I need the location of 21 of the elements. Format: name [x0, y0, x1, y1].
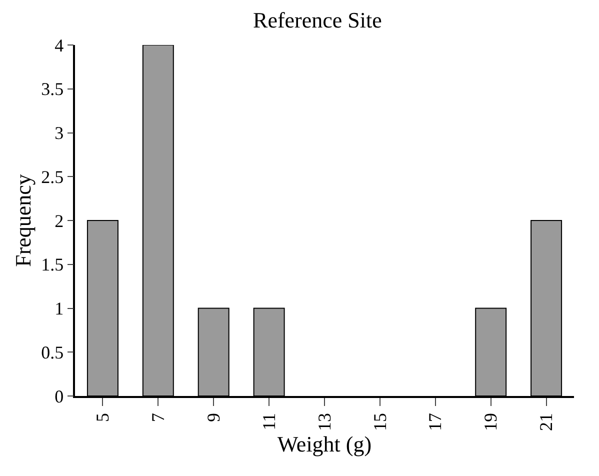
y-axis-title: Frequency: [10, 174, 36, 267]
y-tick-label: 0: [54, 386, 64, 406]
y-tick-label: 3.5: [41, 79, 64, 100]
y-tick-label: 3: [54, 123, 64, 144]
chart-title: Reference Site: [253, 7, 382, 32]
y-tick-label: 4: [54, 35, 64, 56]
y-tick-label: 2: [54, 210, 64, 231]
y-tick-label: 1: [54, 298, 64, 319]
x-tick-label: 21: [536, 412, 556, 431]
x-tick-label: 19: [480, 412, 501, 431]
x-tick-label: 9: [203, 412, 224, 422]
y-tick-label: 0.5: [41, 342, 64, 362]
x-tick-label: 11: [258, 412, 279, 430]
x-tick-label: 17: [425, 412, 446, 431]
y-tick-label: 1.5: [41, 254, 64, 275]
y-tick-label: 2.5: [41, 166, 64, 187]
x-axis-title: Weight (g): [277, 431, 372, 456]
x-tick-label: 7: [148, 412, 168, 422]
x-tick-label: 13: [314, 412, 334, 431]
x-tick-label: 5: [92, 412, 113, 422]
x-tick-label: 15: [370, 412, 390, 431]
